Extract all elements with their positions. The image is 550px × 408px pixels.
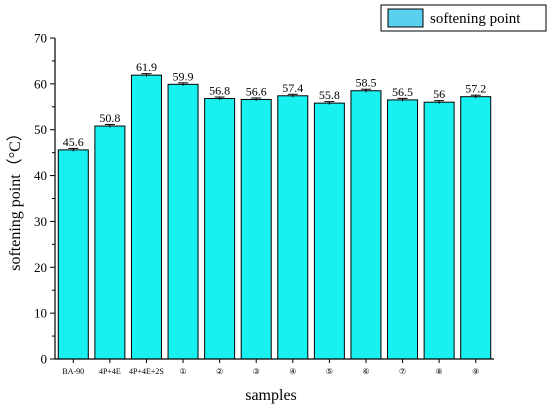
y-tick-label: 70: [34, 31, 47, 46]
y-ticks: 0 10 20 30 40 50 60 70: [34, 31, 55, 367]
bar: [94, 125, 126, 360]
y-tick-label: 40: [34, 168, 47, 183]
bar: [240, 98, 272, 360]
value-label: 55.8: [319, 88, 340, 102]
error-bar: [141, 73, 152, 77]
y-tick-label: 60: [34, 76, 47, 91]
x-tick-label: ②: [216, 367, 223, 376]
x-tick-label: ⑧: [436, 367, 443, 376]
x-tick-label: ⑦: [399, 367, 406, 376]
legend-swatch: [387, 8, 424, 28]
y-axis-title: softening point（°C）: [6, 125, 24, 271]
bar: [387, 99, 419, 360]
bar: [167, 83, 199, 360]
y-tick-label: 20: [34, 260, 47, 275]
error-bar: [434, 100, 445, 104]
bars-layer: [57, 74, 492, 360]
bar: [277, 95, 309, 360]
bar: [350, 90, 382, 360]
value-label: 56.6: [246, 84, 267, 98]
error-bar: [214, 96, 225, 101]
error-bar: [397, 97, 408, 102]
value-label: 57.4: [282, 81, 303, 95]
error-bar: [104, 124, 115, 128]
y-tick-label: 0: [41, 352, 48, 367]
bar: [313, 102, 345, 360]
y-tick-label: 50: [34, 122, 47, 137]
x-tick-label: ⑥: [362, 367, 369, 376]
value-label: 59.9: [173, 69, 194, 83]
value-label: 56: [433, 87, 445, 101]
value-label: 58.5: [355, 76, 376, 90]
x-tick-label: ⑨: [472, 367, 479, 376]
x-tick-label: ④: [289, 367, 296, 376]
x-tick-label: ⑤: [326, 367, 333, 376]
value-label: 56.5: [392, 85, 413, 99]
x-tick-label: BA-90: [62, 367, 84, 376]
legend: softening point: [380, 4, 547, 32]
error-bar: [470, 94, 481, 99]
bar: [130, 74, 162, 360]
value-label: 50.8: [99, 111, 120, 125]
x-ticks: BA-90 4P+4E 4P+4E+2S ① ② ③ ④ ⑤ ⑥ ⑦ ⑧ ⑨: [62, 359, 479, 376]
x-axis-title: samples: [245, 387, 297, 404]
error-bar: [287, 93, 298, 98]
error-bar: [178, 82, 189, 86]
x-tick-label: ③: [253, 367, 260, 376]
legend-label: softening point: [430, 11, 521, 27]
bar: [204, 98, 236, 360]
x-tick-label: 4P+4E: [99, 367, 121, 376]
x-tick-label: ①: [179, 367, 186, 376]
error-bar: [251, 97, 262, 101]
value-label: 57.2: [465, 82, 486, 96]
y-tick-label: 10: [34, 306, 47, 321]
value-labels: 45.6 50.8 61.9 59.9 56.8 56.6 57.4 55.8 58.5 56.5…: [63, 60, 486, 152]
y-tick-label: 30: [34, 214, 47, 229]
value-label: 45.6: [63, 135, 84, 149]
bar: [460, 96, 492, 360]
error-bar: [360, 88, 371, 93]
error-bar: [68, 147, 79, 152]
bar: [423, 101, 455, 360]
bar: [57, 149, 89, 360]
x-tick-label: 4P+4E+2S: [129, 367, 164, 376]
value-label: 61.9: [136, 60, 157, 74]
value-label: 56.8: [209, 84, 230, 98]
error-bar: [324, 101, 335, 105]
